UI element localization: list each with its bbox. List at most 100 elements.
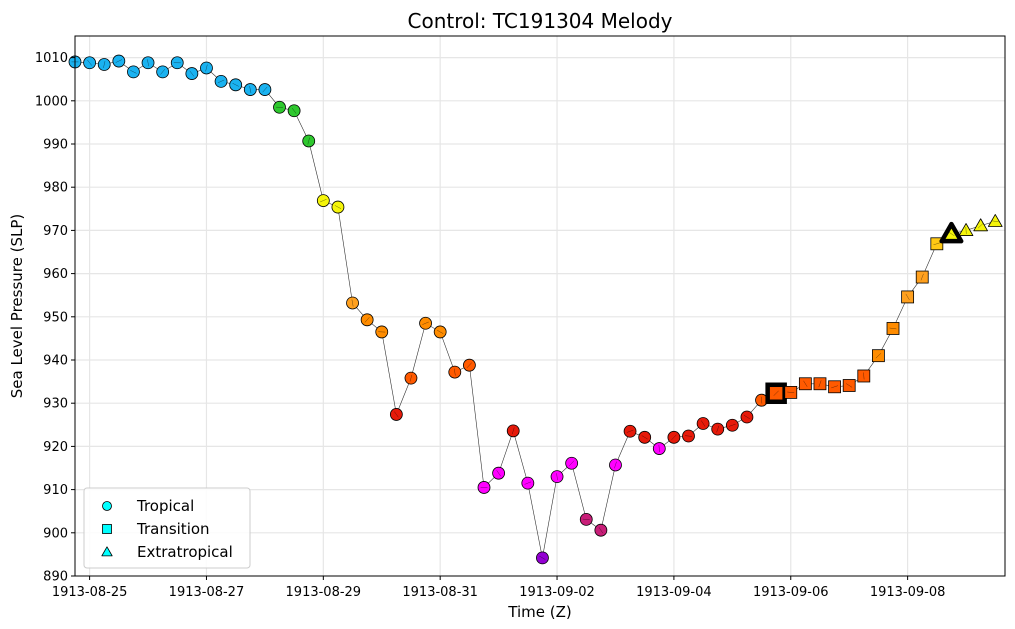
point-line-segment [160,68,166,75]
data-point [973,218,988,232]
point-line-segment [875,353,882,359]
point-line-segment [685,435,693,437]
point-line-segment [291,107,297,114]
point-line-segment [422,321,429,325]
plot-frame [74,35,1006,577]
point-line-segment [524,481,532,485]
point-line-segment [351,299,354,307]
point-line-segment [716,425,720,433]
point-line-segment [453,368,456,376]
legend-marker [101,546,113,557]
point-line-segment [933,242,941,246]
point-line-segment [189,70,195,77]
x-tick-label: 1913-08-29 [286,585,362,600]
point-line-segment [701,420,706,427]
legend: Tropical Transition Extratropical [83,487,251,569]
point-line-segment [614,461,617,469]
point-line-segment [728,423,736,427]
point-line-segment [115,59,123,63]
point-line-segment [262,86,268,93]
track-line [74,60,996,558]
point-line-segment [496,470,501,477]
point-line-segment [217,79,225,84]
x-tick-label: 1913-08-31 [402,585,478,600]
point-line-segment [307,137,310,145]
point-line-segment [948,231,955,237]
point-line-segment [466,362,472,368]
point-line-segment [147,59,150,67]
legend-box [83,487,251,569]
legend-marker [102,501,112,511]
y-tick-label: 1010 [35,51,68,66]
point-line-segment [977,223,984,229]
y-tick-label: 900 [43,526,68,541]
point-line-segment [905,293,910,301]
point-line-segment [889,327,897,330]
point-line-segment [364,317,370,323]
y-tick-label: 960 [43,267,68,282]
point-line-segment [760,396,763,404]
legend-marker [102,524,112,534]
point-line-segment [320,198,327,203]
point-line-segment [205,64,208,72]
point-line-segment [920,273,924,281]
y-tick-label: 920 [43,440,68,455]
highlight-marker [939,221,964,244]
y-tick-label: 930 [43,397,68,412]
chart-title: Control: TC191304 Melody [408,9,673,33]
x-tick-label: 1913-09-04 [636,585,712,600]
y-tick-label: 890 [43,570,68,585]
legend-label: Transition [136,520,210,538]
point-line-segment [991,220,999,223]
point-line-segment [334,205,342,209]
point-line-segment [626,429,634,433]
point-line-segment [232,82,239,87]
point-line-segment [569,460,575,466]
point-line-segment [641,435,648,440]
point-line-segment [773,390,779,396]
point-line-segment [846,383,853,388]
data-points [68,54,1003,565]
point-line-segment [787,391,795,394]
point-line-segment [743,414,751,420]
data-point [987,214,1003,227]
gridlines [75,36,1005,576]
point-line-segment [598,527,604,534]
y-axis: 890 900 910 920 930 940 950 960 970 980 990 1000 101… [35,51,75,585]
point-line-segment [965,226,967,234]
point-line-segment [582,518,590,520]
legend-label: Extratropical [137,543,233,561]
y-tick-label: 940 [43,354,68,369]
x-tick-label: 1913-08-25 [52,585,128,600]
point-line-segment [539,555,546,560]
y-tick-label: 910 [43,483,68,498]
y-tick-label: 950 [43,310,68,325]
point-line-segment [409,374,413,382]
x-tick-label: 1913-09-06 [753,585,829,600]
y-tick-label: 980 [43,181,68,196]
point-line-segment [818,380,822,388]
legend-label: Tropical [136,497,194,515]
y-tick-label: 1000 [35,94,68,109]
y-axis-label: Sea Level Pressure (SLP) [8,214,26,399]
point-line-segment [249,86,252,94]
y-tick-label: 970 [43,224,68,239]
point-line-segment [556,473,558,481]
point-line-segment [437,329,444,334]
x-axis: 1913-08-25 1913-08-27 1913-08-29 1913-08-31… [52,576,946,600]
point-line-segment [863,372,865,380]
point-line-segment [103,61,106,68]
point-line-segment [831,385,838,389]
x-axis-label: Time (Z) [507,603,571,621]
y-tick-label: 990 [43,138,68,153]
point-line-segment [803,380,808,387]
point-line-segment [394,411,399,418]
point-line-segment [87,59,92,66]
track-polyline [74,60,996,558]
x-tick-label: 1913-08-27 [169,585,245,600]
x-tick-label: 1913-09-02 [519,585,595,600]
point-line-segment [658,445,660,453]
point-line-segment [671,434,677,441]
x-tick-label: 1913-09-08 [870,585,946,600]
